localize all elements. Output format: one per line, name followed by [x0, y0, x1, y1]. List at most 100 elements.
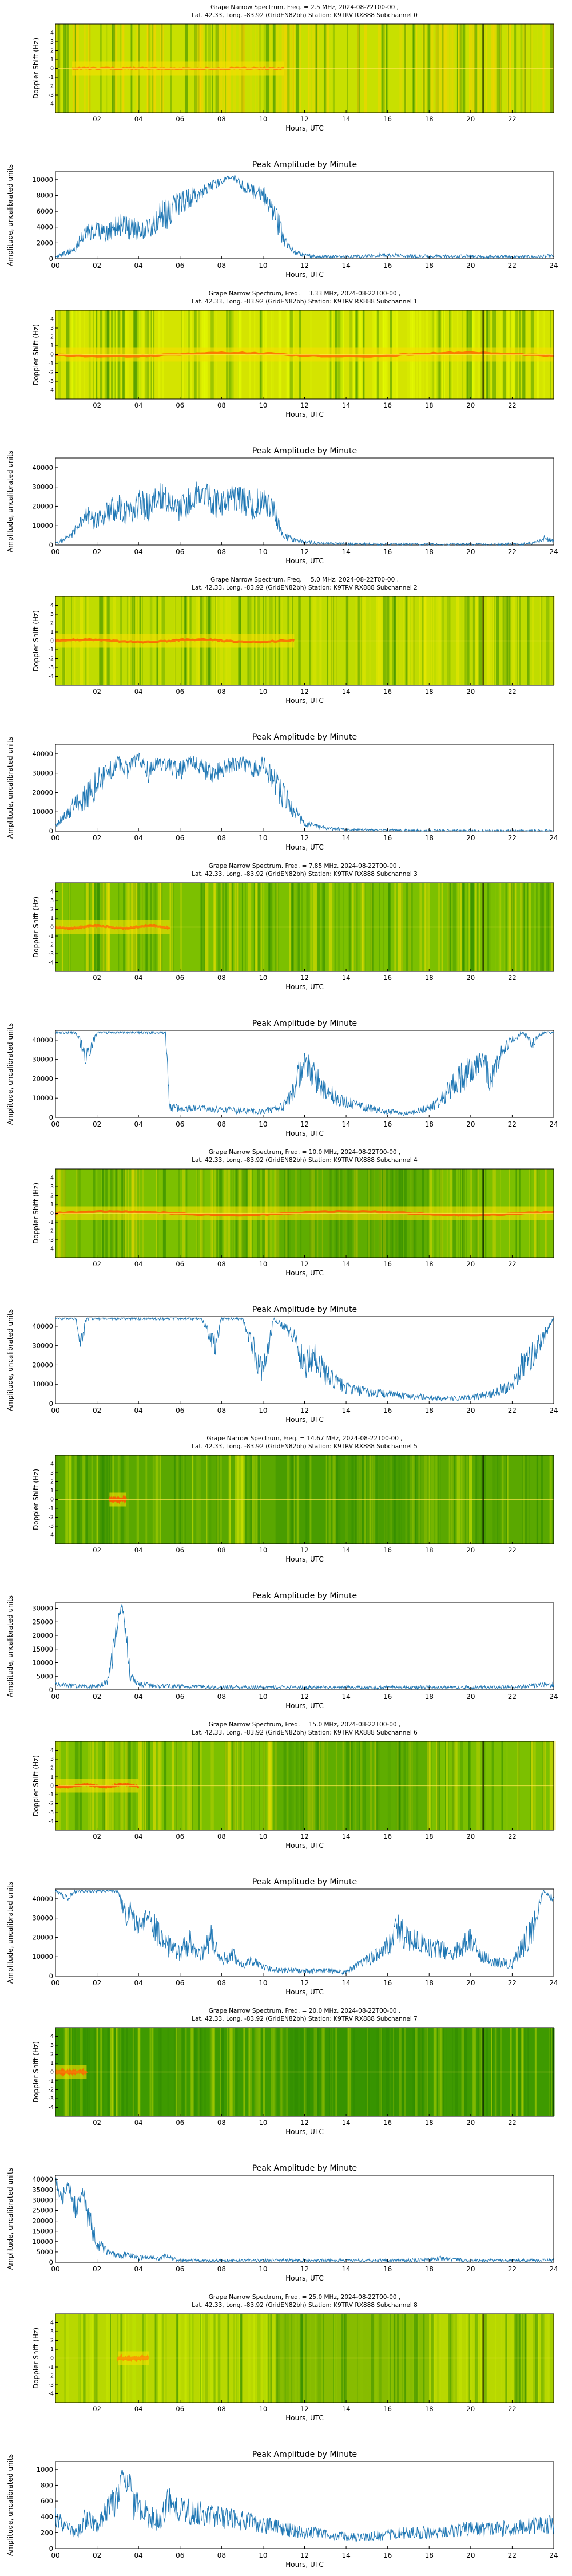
amplitude-x-tick-label: 18: [425, 1979, 434, 1987]
spectrum-x-axis-label: Hours, UTC: [285, 983, 324, 991]
amplitude-x-tick-label: 08: [217, 1406, 226, 1415]
amplitude-y-tick-label: 10000: [32, 1094, 53, 1102]
amplitude-x-tick-label: 22: [508, 1693, 517, 1701]
doppler-tick-label: 0: [50, 1211, 54, 1217]
amplitude-x-axis-label: Hours, UTC: [285, 1416, 324, 1424]
amplitude-title: Peak Amplitude by Minute: [252, 160, 357, 169]
amplitude-series-line: [55, 1889, 554, 1976]
amplitude-y-tick-label: 10000: [32, 1380, 53, 1388]
spectrum-y-axis-label: Doppler Shift (Hz): [32, 38, 40, 99]
doppler-tick-label: 1: [50, 629, 54, 635]
spectrum-x-tick-label: 08: [217, 2405, 226, 2413]
spectrum-x-tick-label: 06: [176, 688, 184, 696]
amplitude-x-tick-label: 14: [341, 1979, 350, 1987]
amplitude-y-tick-label: 30000: [32, 1914, 53, 1922]
spectrum-x-tick-label: 06: [176, 1546, 184, 1554]
spectrum-x-tick-label: 14: [342, 115, 351, 123]
amplitude-x-tick-label: 08: [217, 834, 226, 842]
amplitude-x-tick-label: 16: [383, 1120, 392, 1128]
spectrum-x-tick-label: 04: [134, 688, 143, 696]
amplitude-series-line: [55, 1317, 554, 1402]
amplitude-x-tick-label: 12: [300, 834, 309, 842]
amplitude-y-tick-label: 30000: [32, 1056, 53, 1064]
doppler-tick-label: 3: [50, 1184, 54, 1190]
doppler-tick-label: 4: [50, 603, 54, 609]
doppler-tick-label: -2: [49, 370, 54, 376]
spectrum-x-tick-label: 02: [93, 1546, 101, 1554]
amplitude-x-tick-label: 00: [51, 2551, 59, 2559]
amplitude-x-tick-label: 10: [259, 2551, 267, 2559]
amplitude-x-tick-label: 10: [259, 1979, 267, 1987]
amplitude-x-tick-label: 10: [259, 1693, 267, 1701]
amplitude-x-tick-label: 14: [341, 548, 350, 556]
amplitude-x-tick-label: 04: [134, 1120, 143, 1128]
amplitude-x-tick-label: 04: [134, 2265, 143, 2273]
doppler-tick-label: 3: [50, 2329, 54, 2335]
amplitude-x-axis-label: Hours, UTC: [285, 271, 324, 279]
amplitude-x-axis-label: Hours, UTC: [285, 1129, 324, 1137]
doppler-tick-label: 2: [50, 907, 54, 913]
amplitude-chart-1: [55, 457, 554, 546]
spectrum-x-axis-label: Hours, UTC: [285, 124, 324, 132]
amplitude-y-tick-label: 0: [49, 2258, 53, 2266]
spectrum-x-tick-label: 22: [508, 401, 517, 409]
spectrum-x-tick-label: 22: [508, 974, 517, 982]
amplitude-x-tick-label: 18: [425, 548, 434, 556]
spectrum-x-tick-label: 12: [300, 401, 309, 409]
doppler-tick-label: 0: [50, 924, 54, 931]
amplitude-x-tick-label: 24: [549, 1406, 558, 1415]
amplitude-title: Peak Amplitude by Minute: [252, 1591, 357, 1601]
amplitude-frame: [55, 1030, 554, 1118]
amplitude-y-tick-label: 30000: [32, 2196, 53, 2204]
amplitude-x-tick-label: 04: [134, 834, 143, 842]
amplitude-y-tick-label: 20000: [32, 2217, 53, 2225]
spectrum-x-tick-label: 02: [93, 401, 101, 409]
spectrum-x-tick-label: 08: [217, 688, 226, 696]
doppler-tick-label: -4: [49, 101, 54, 108]
spectrum-x-tick-label: 14: [342, 401, 351, 409]
doppler-tick-label: -1: [49, 1219, 54, 1226]
amplitude-x-tick-label: 14: [341, 834, 350, 842]
spectrum-x-tick-label: 16: [383, 1546, 392, 1554]
amplitude-x-tick-label: 02: [93, 1120, 101, 1128]
amplitude-y-tick-label: 10000: [32, 1953, 53, 1961]
amplitude-x-tick-label: 18: [425, 2551, 434, 2559]
spectrum-subtitle: Lat. 42.33, Long. -83.92 (GridEN82bh) St…: [192, 1443, 418, 1450]
doppler-tick-label: 3: [50, 898, 54, 904]
amplitude-x-tick-label: 20: [466, 262, 475, 270]
amplitude-y-tick-label: 5000: [37, 1672, 53, 1680]
amplitude-chart-7: [55, 2175, 554, 2263]
amplitude-x-tick-label: 24: [549, 834, 558, 842]
amplitude-y-tick-label: 5000: [37, 2248, 53, 2256]
amplitude-x-tick-label: 14: [341, 262, 350, 270]
amplitude-x-tick-label: 06: [176, 1693, 184, 1701]
doppler-tick-label: -1: [49, 1506, 54, 1512]
amplitude-x-tick-label: 14: [341, 1120, 350, 1128]
spectrum-subtitle: Lat. 42.33, Long. -83.92 (GridEN82bh) St…: [192, 584, 418, 591]
amplitude-x-tick-label: 06: [176, 1120, 184, 1128]
amplitude-x-tick-label: 22: [508, 2551, 517, 2559]
doppler-tick-label: 4: [50, 2034, 54, 2040]
amplitude-y-tick-label: 20000: [32, 1631, 53, 1639]
doppler-tick-label: -1: [49, 2078, 54, 2084]
amplitude-x-tick-label: 08: [217, 1693, 226, 1701]
spectrum-subtitle: Lat. 42.33, Long. -83.92 (GridEN82bh) St…: [192, 2302, 418, 2309]
amplitude-x-tick-label: 02: [93, 548, 101, 556]
spectrum-y-axis-label: Doppler Shift (Hz): [32, 2328, 40, 2389]
doppler-tick-label: -4: [49, 1246, 54, 1253]
amplitude-frame: [55, 2175, 554, 2263]
spectrum-title: Grape Narrow Spectrum, Freq. = 5.0 MHz, …: [210, 576, 399, 583]
doppler-tick-label: -3: [49, 2096, 54, 2102]
spectrum-x-tick-label: 12: [300, 2119, 309, 2127]
doppler-tick-label: 2: [50, 621, 54, 627]
doppler-tick-label: -1: [49, 1792, 54, 1798]
spectrum-title: Grape Narrow Spectrum, Freq. = 2.5 MHz, …: [210, 4, 399, 11]
spectrum-y-axis-label: Doppler Shift (Hz): [32, 1469, 40, 1530]
amplitude-y-tick-label: 8000: [37, 191, 53, 199]
spectrum-x-tick-label: 14: [342, 2405, 351, 2413]
doppler-tick-label: 3: [50, 325, 54, 331]
spectrum-x-tick-label: 06: [176, 1832, 184, 1840]
spectrogram-1: [55, 310, 554, 400]
doppler-tick-label: 3: [50, 611, 54, 618]
